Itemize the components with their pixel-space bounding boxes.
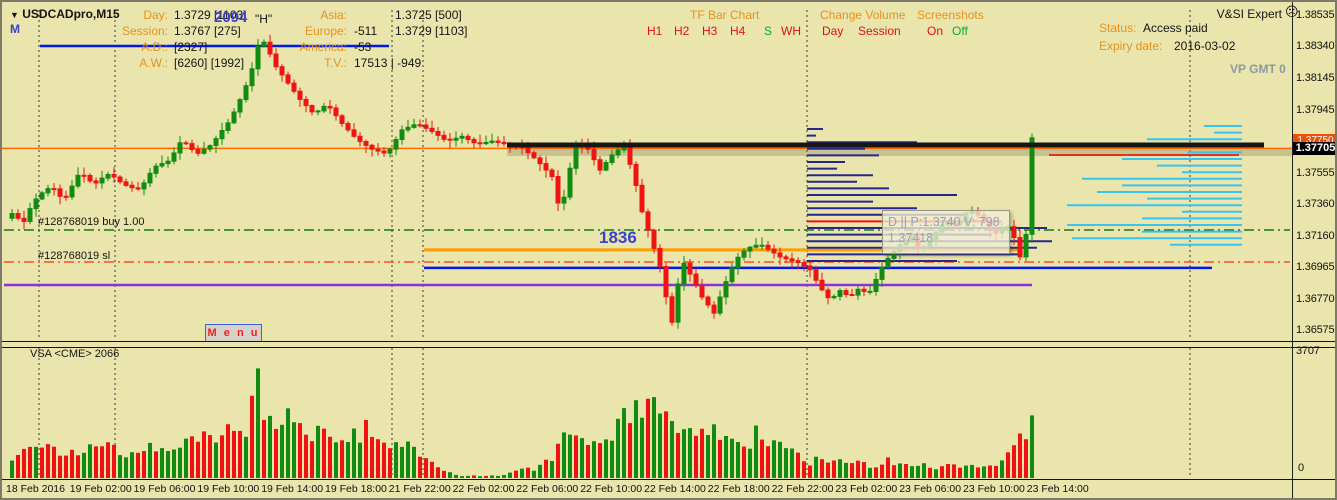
level-count-label: 1836 [599,228,637,247]
tf-button-s[interactable]: S [764,24,773,38]
pane-separator[interactable] [2,341,1335,348]
data-tooltip: D || P:1.3740 V: 798 1.37418 [882,210,1010,254]
info-value: 1.3729 [1103] [174,8,247,22]
expert-name: V&SI Expert [1216,7,1282,21]
session-high-count: 2094 [214,9,248,26]
volume-day-button[interactable]: Day [822,24,844,38]
info-label: America: [299,40,347,54]
time-axis-label: 19 Feb 02:00 [69,483,132,495]
info-value: 17513 | -949 [354,56,422,70]
session-high-suffix: "H" [255,12,273,26]
quote-line-2: 1.3729 [1103] [395,24,468,38]
symbol-dropdown-icon[interactable]: ▼ [10,10,19,20]
price-axis-line [1292,2,1293,498]
info-label: Asia: [320,8,347,22]
time-axis-line [2,479,1335,480]
buy-order-label: #128768019 buy 1.00 [38,216,145,228]
info-label: A.W.: [139,56,168,70]
tf-panel-title: TF Bar Chart [690,8,760,22]
time-axis-label: 23 Feb 14:00 [1026,483,1089,495]
info-value: -511 [354,24,378,38]
time-axis-label: 18 Feb 2016 [6,483,65,495]
screenshots-off-button[interactable]: Off [952,24,968,38]
price-axis-label: 1.36575 [1296,324,1335,336]
time-axis-label: 22 Feb 18:00 [707,483,770,495]
time-axis-label: 22 Feb 10:00 [580,483,643,495]
volume-bars [10,368,1034,478]
expiry-label: Expiry date: [1099,39,1163,53]
tf-button-h1[interactable]: H1 [647,24,663,38]
price-axis-label: 1.38535 [1296,9,1335,21]
time-axis-label: 23 Feb 06:00 [899,483,962,495]
tooltip-line-2: 1.37418 [888,231,934,245]
symbol-title: ▼ USDCADpro,M15 [10,7,120,22]
info-value: [6260] [1992] [174,56,245,70]
tf-button-h3[interactable]: H3 [702,24,718,38]
info-label: T.V.: [324,56,347,70]
price-axis-label: 1.38145 [1296,71,1335,84]
time-axis-label: 19 Feb 18:00 [325,483,387,495]
time-axis-label: 19 Feb 06:00 [133,483,196,495]
price-axis-label: 1.37945 [1296,103,1335,116]
symbol-label: USDCADpro,M15 [22,7,120,21]
sad-face-icon[interactable]: ☹ [1285,5,1299,19]
time-axis-label: 19 Feb 10:00 [197,483,260,495]
price-axis-label: 1.37555 [1296,166,1335,179]
time-axis-label: 21 Feb 22:00 [388,483,451,495]
info-label: Session: [121,24,168,38]
price-axis-label: 1.36965 [1296,261,1335,274]
screenshots-title: Screenshots [917,8,984,22]
screenshots-on-button[interactable]: On [927,24,944,38]
menu-button[interactable]: M e n u [205,324,262,343]
vp-gmt-label: VP GMT 0 [1230,62,1286,76]
info-label: Day: [143,8,168,22]
info-label: A.D.: [141,40,168,54]
time-axis-label: 19 Feb 14:00 [261,483,324,495]
price-axis-label: 1.37360 [1296,197,1335,210]
price-axis-label: 1.37160 [1296,230,1335,242]
info-value: -53 [354,40,372,54]
time-axis-label: 23 Feb 10:00 [963,483,1025,495]
quote-line-1: 1.3725 [500] [395,8,462,22]
current-price-tag: 1.37705 [1293,142,1335,155]
delta-profile [1067,125,1242,246]
expiry-value: 2016-03-02 [1174,39,1236,53]
tf-button-wh[interactable]: WH [781,24,801,38]
status-label: Status: [1099,21,1137,35]
volume-scale-max: 3707 [1296,345,1320,357]
info-value: [2327] [174,40,208,54]
resistance-shadow-band [507,148,1292,156]
volume-scale-min: 0 [1298,462,1304,474]
resistance-price-tag: 1.37750 [1293,134,1335,143]
time-axis-label: 23 Feb 02:00 [835,483,898,495]
price-axis-label: 1.38340 [1296,40,1335,53]
tf-button-h2[interactable]: H2 [674,24,690,38]
sl-order-label: #128768019 sl [38,250,111,262]
period-marker: M [10,22,20,36]
time-axis-label: 22 Feb 02:00 [452,483,515,495]
status-value: Access paid [1143,21,1208,35]
volume-pane[interactable] [2,346,1292,479]
volume-session-button[interactable]: Session [858,24,901,38]
time-axis-label: 22 Feb 22:00 [771,483,834,495]
info-label: Europe: [304,24,347,38]
time-axis-label: 22 Feb 06:00 [516,483,579,495]
tooltip-line-1: D || P:1.3740 V: 798 [888,215,1000,229]
info-value: 1.3767 [275] [174,24,241,38]
price-axis-label: 1.36770 [1296,292,1335,305]
tf-button-h4[interactable]: H4 [730,24,746,38]
time-axis-label: 22 Feb 14:00 [644,483,706,495]
change-volume-title: Change Volume [820,8,906,22]
vsa-indicator-label: VSA <CME> 2066 [30,348,120,360]
